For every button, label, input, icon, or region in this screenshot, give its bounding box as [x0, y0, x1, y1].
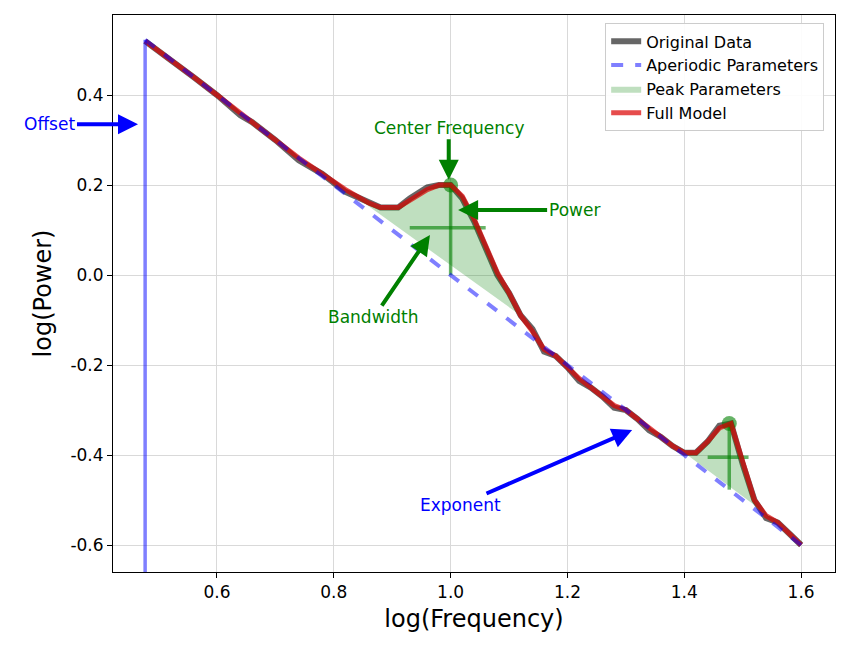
svg-text:0.0: 0.0: [77, 265, 104, 285]
svg-text:-0.6: -0.6: [70, 535, 103, 555]
svg-text:Power: Power: [549, 200, 600, 220]
svg-text:Aperiodic Parameters: Aperiodic Parameters: [646, 56, 818, 75]
svg-text:Offset: Offset: [24, 114, 75, 134]
svg-text:log(Power): log(Power): [29, 230, 57, 358]
svg-text:Exponent: Exponent: [420, 495, 501, 515]
svg-text:-0.4: -0.4: [70, 445, 103, 465]
svg-text:0.6: 0.6: [203, 582, 230, 602]
svg-text:-0.2: -0.2: [70, 355, 103, 375]
svg-text:Bandwidth: Bandwidth: [328, 307, 419, 327]
svg-text:Full Model: Full Model: [646, 104, 726, 123]
svg-text:0.2: 0.2: [77, 175, 104, 195]
svg-text:log(Frequency): log(Frequency): [384, 605, 563, 633]
svg-text:1.0: 1.0: [437, 582, 464, 602]
svg-text:Original Data: Original Data: [646, 32, 752, 51]
svg-text:Center Frequency: Center Frequency: [374, 118, 524, 138]
svg-text:0.4: 0.4: [77, 85, 104, 105]
svg-text:0.8: 0.8: [320, 582, 347, 602]
svg-text:1.6: 1.6: [788, 582, 815, 602]
svg-text:1.2: 1.2: [554, 582, 581, 602]
svg-text:1.4: 1.4: [671, 582, 698, 602]
svg-text:Peak Parameters: Peak Parameters: [646, 80, 781, 99]
